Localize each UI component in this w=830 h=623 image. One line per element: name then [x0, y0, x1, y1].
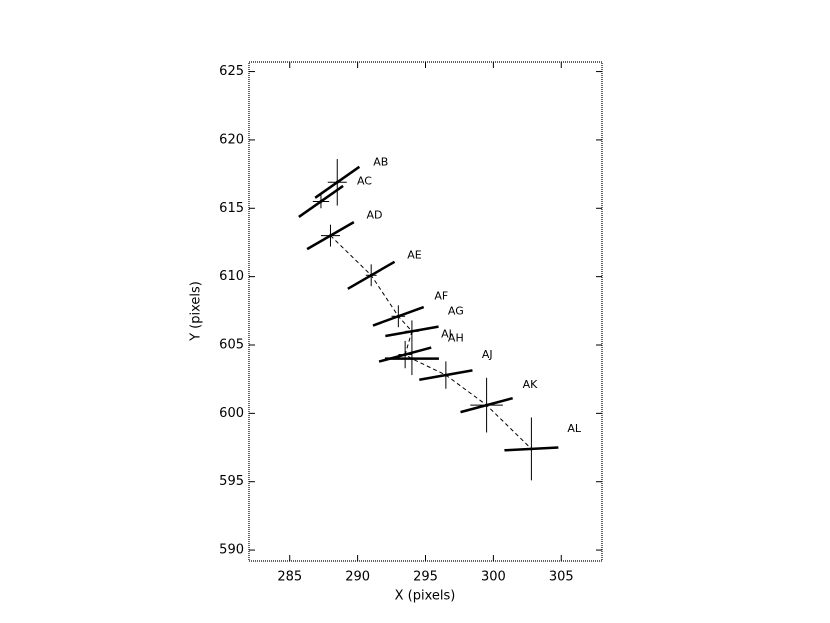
x-tick-label: 285: [277, 570, 302, 585]
y-tick-label: 595: [219, 474, 244, 489]
x-axis-label: X (pixels): [395, 589, 456, 604]
point-label: AH: [448, 332, 464, 345]
y-tick-label: 615: [219, 201, 244, 216]
point-label: AD: [366, 209, 382, 222]
x-tick-label: 305: [549, 570, 574, 585]
point: [485, 403, 489, 407]
point-label: AJ: [482, 348, 493, 361]
x-tick-label: 300: [481, 570, 506, 585]
point-label: AE: [407, 248, 422, 261]
plot-frame: [248, 61, 603, 562]
point: [403, 353, 407, 357]
track-line: [330, 235, 532, 450]
point: [410, 329, 414, 333]
point-label: AK: [523, 378, 539, 391]
point: [328, 234, 332, 238]
point: [369, 273, 373, 277]
point: [410, 357, 414, 361]
y-tick-label: 620: [219, 132, 244, 147]
point-label: AG: [448, 304, 464, 317]
point-label: AL: [567, 422, 582, 435]
point-label: AI: [441, 328, 452, 341]
y-tick-label: 605: [219, 337, 244, 352]
point: [396, 314, 400, 318]
point-label: AF: [434, 289, 448, 302]
point: [335, 180, 339, 184]
y-tick-label: 610: [219, 269, 244, 284]
y-axis-label: Y (pixels): [189, 281, 204, 342]
point-label: AC: [357, 174, 372, 187]
x-tick-label: 290: [345, 570, 370, 585]
point: [319, 199, 323, 203]
x-tick-label: 295: [413, 570, 438, 585]
y-tick-label: 590: [219, 543, 244, 558]
y-tick-label: 625: [219, 64, 244, 79]
point-label: AB: [373, 155, 388, 168]
point: [444, 373, 448, 377]
y-tick-label: 600: [219, 406, 244, 421]
point: [529, 447, 533, 451]
